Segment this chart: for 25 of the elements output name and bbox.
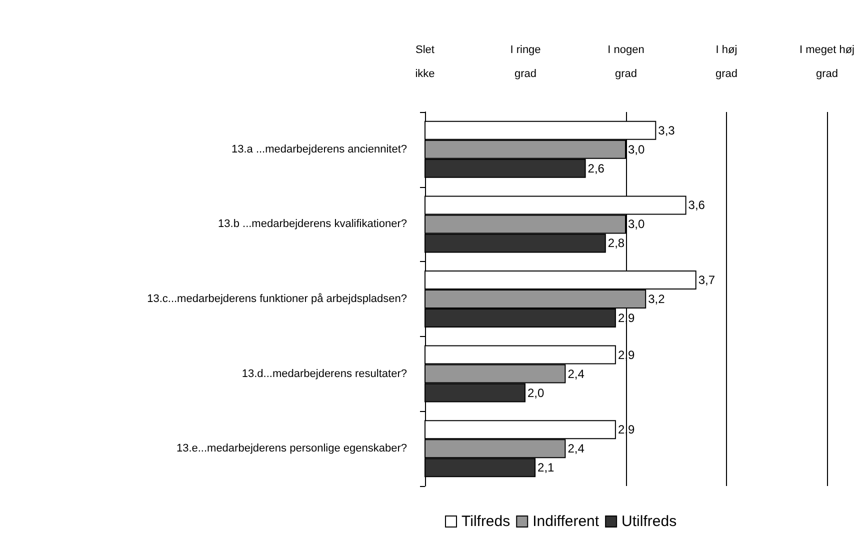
data-label: 2,1: [538, 460, 555, 475]
text: Slet ikke: [415, 44, 435, 80]
legend-label: Utilfreds: [622, 513, 677, 530]
legend-label: Indifferent: [532, 513, 600, 530]
data-label: 2,4: [568, 442, 585, 456]
data-label: 3,3: [658, 123, 676, 138]
legend-label: Tilfreds: [462, 513, 510, 530]
data-label: 3,7: [698, 273, 716, 287]
data-label: 2,0: [528, 386, 545, 400]
data-label: 2,6: [588, 161, 605, 176]
data-label: 3,0: [628, 217, 646, 232]
y-tick-label: 13.a ...medarbejderens anciennitet?: [231, 143, 407, 156]
data-label: 2,8: [608, 236, 625, 250]
text: I høj grad: [715, 44, 738, 80]
y-tick-label: 13.c...medarbejderens funktioner på arbejdspladsen?: [147, 293, 407, 305]
data-label: 2,4: [568, 366, 585, 381]
data-label: 3,0: [628, 142, 646, 156]
text: I meget høj grad: [799, 44, 855, 80]
y-tick-label: 13.d...medarbejderens resultater?: [242, 368, 407, 380]
data-label: 3,2: [648, 292, 666, 306]
data-label: 3,6: [688, 198, 706, 212]
text: I ringe grad: [510, 44, 541, 80]
y-tick-label: 13.b ...medarbejderens kvalifikationer?: [218, 218, 407, 230]
text: I nogen grad: [608, 44, 644, 80]
y-tick-label: 13.e...medarbejderens personlige egenskaber?: [176, 442, 407, 455]
